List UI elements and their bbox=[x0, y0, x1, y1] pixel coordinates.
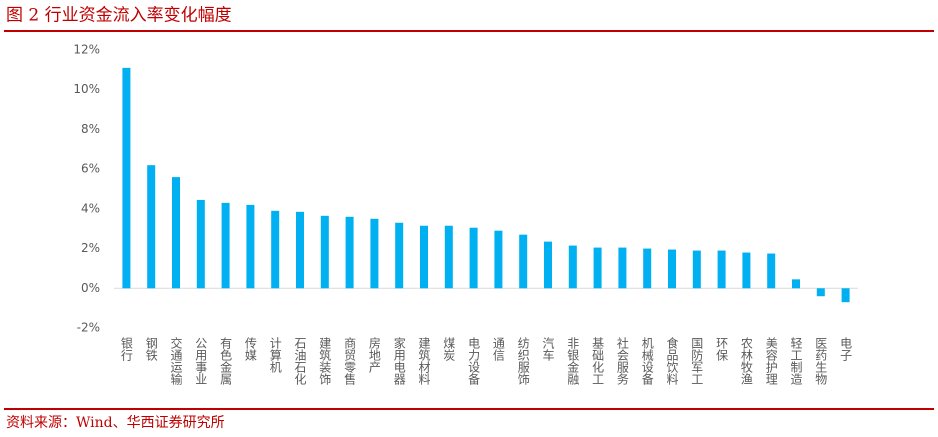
source-note: 资料来源：Wind、华西证券研究所 bbox=[6, 415, 225, 431]
x-tick-label: 石油石化 bbox=[293, 337, 307, 386]
bar bbox=[420, 225, 428, 289]
bar bbox=[271, 210, 280, 289]
x-tick-label: 基础化工 bbox=[591, 337, 605, 385]
bar bbox=[147, 165, 156, 289]
x-tick-label: 银行 bbox=[119, 337, 133, 361]
x-tick-label: 交通运输 bbox=[169, 336, 183, 386]
x-tick-label: 电力设备 bbox=[467, 337, 481, 386]
bar bbox=[841, 288, 850, 303]
x-tick-label: 社会服务 bbox=[615, 336, 629, 385]
bar bbox=[494, 230, 503, 289]
x-tick-label: 建筑装饰 bbox=[318, 337, 332, 385]
x-tick-label: 房地产 bbox=[367, 336, 381, 374]
y-tick-label: 10% bbox=[73, 82, 100, 96]
bar bbox=[544, 241, 552, 289]
x-tick-label: 非银金融 bbox=[566, 337, 580, 386]
x-tick-label: 计算机 bbox=[268, 337, 282, 373]
bar bbox=[370, 218, 379, 289]
y-tick-label: 12% bbox=[73, 43, 100, 57]
bar bbox=[767, 253, 776, 289]
x-tick-label: 商贸零售 bbox=[343, 336, 357, 385]
bar bbox=[717, 250, 726, 289]
bar bbox=[444, 225, 453, 289]
x-tick-label: 农林牧渔 bbox=[739, 337, 753, 385]
bar bbox=[395, 222, 404, 289]
x-tick-label: 环保 bbox=[715, 337, 729, 361]
bar bbox=[593, 247, 602, 289]
bar bbox=[122, 67, 131, 289]
bar bbox=[469, 227, 478, 289]
y-tick-label: 2% bbox=[81, 241, 100, 255]
x-tick-label: 美容护理 bbox=[764, 337, 778, 385]
bar bbox=[172, 177, 180, 289]
x-tick-label: 电子 bbox=[839, 337, 853, 361]
x-tick-label: 机械设备 bbox=[640, 337, 654, 386]
y-tick-label: 4% bbox=[81, 201, 100, 215]
y-tick-label: 8% bbox=[81, 122, 100, 136]
bar bbox=[519, 234, 528, 289]
x-tick-label: 通信 bbox=[491, 337, 505, 362]
bar bbox=[345, 216, 354, 289]
chart-title: 图 2 行业资金流入率变化幅度 bbox=[6, 6, 232, 26]
x-tick-label: 建筑材料 bbox=[417, 337, 431, 385]
bar bbox=[246, 204, 255, 289]
x-tick-label: 食品饮料 bbox=[665, 336, 679, 385]
x-tick-label: 纺织服饰 bbox=[516, 337, 530, 385]
y-tick-label: -2% bbox=[77, 321, 100, 335]
y-tick-label: 6% bbox=[81, 162, 100, 176]
x-tick-label: 家用电器 bbox=[392, 336, 406, 386]
bar bbox=[692, 250, 701, 289]
bar bbox=[742, 252, 751, 289]
bar bbox=[618, 247, 627, 289]
x-tick-label: 煤炭 bbox=[442, 337, 456, 362]
bar bbox=[196, 199, 205, 289]
x-tick-label: 汽车 bbox=[541, 336, 555, 362]
x-tick-label: 钢铁 bbox=[144, 337, 158, 361]
bar bbox=[668, 249, 676, 289]
y-tick-label: 0% bbox=[81, 281, 100, 295]
x-tick-label: 轻工制造 bbox=[789, 337, 803, 385]
x-tick-label: 传媒 bbox=[243, 336, 257, 361]
x-tick-label: 国防军工 bbox=[690, 337, 704, 385]
x-tick-label: 有色金属 bbox=[219, 337, 233, 386]
bar bbox=[296, 211, 304, 289]
bar bbox=[643, 248, 652, 289]
bar bbox=[816, 288, 825, 297]
x-tick-label: 公用事业 bbox=[194, 337, 208, 385]
bar bbox=[320, 215, 329, 289]
bar bbox=[568, 245, 577, 289]
x-tick-label: 医药生物 bbox=[814, 337, 828, 385]
bar bbox=[792, 279, 800, 289]
bar bbox=[221, 202, 230, 289]
